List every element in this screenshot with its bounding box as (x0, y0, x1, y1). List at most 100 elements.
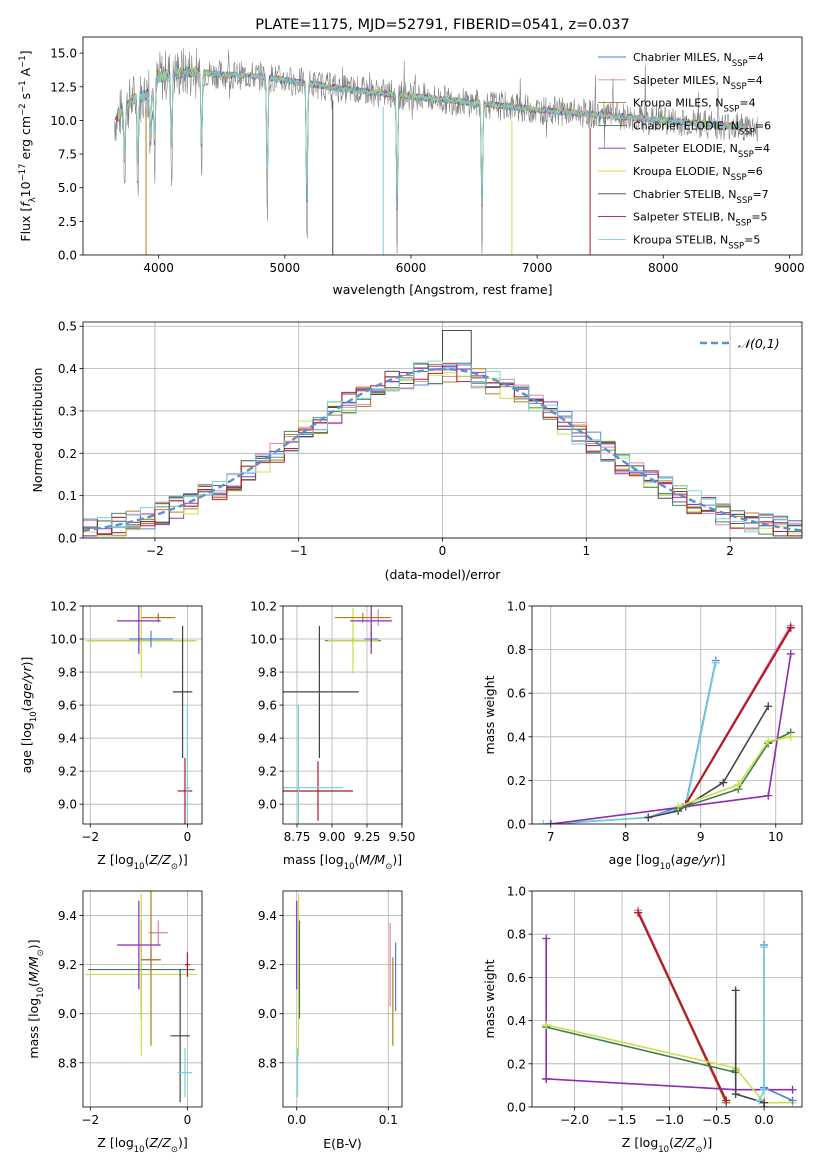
y-axis-label: age [log10(age/yr)] (19, 657, 39, 774)
plot-area-spectrum (114, 48, 759, 255)
x-tick-label: 0.0 (755, 1113, 774, 1127)
x-tick-label: 0 (184, 830, 192, 844)
y-tick-label: 15.0 (50, 47, 77, 61)
x-tick-label: 0.0 (287, 1113, 306, 1127)
y-tick-label: 10.2 (50, 600, 77, 614)
x-axis-label: (data-model)/error (385, 567, 502, 582)
y-tick-label: 9.0 (258, 798, 277, 812)
weight-marker (764, 737, 773, 746)
x-tick-label: −1.0 (655, 1113, 684, 1127)
y-axis-label: Normed distribution (30, 368, 45, 493)
y-tick-label: 0.4 (507, 730, 526, 744)
spectrum-line (117, 65, 746, 204)
plot-area-residuals (83, 329, 802, 537)
plot-area-mass_vs_ebv (296, 893, 397, 1098)
x-axis-label: E(B-V) (323, 1136, 362, 1151)
weight-marker (634, 908, 643, 917)
x-tick-label: 0 (184, 1113, 192, 1127)
axes-age_vs_mass: 8.75 9.00 9.25 9.50 9.0 9.2 9.4 9.6 9.8 10.0 10.2 (250, 600, 416, 845)
x-tick-label: −2 (146, 544, 164, 558)
weight-marker (786, 649, 795, 658)
weight-marker (539, 820, 548, 824)
y-axis-label: mass weight (482, 675, 497, 754)
y-tick-label: 8.8 (58, 1056, 77, 1070)
y-tick-label: 9.0 (58, 798, 77, 812)
histogram-step (83, 362, 802, 537)
legend: Chabrier MILES, NSSP=4 Salpeter MILES, NS… (598, 51, 771, 251)
weight-marker (542, 934, 551, 943)
plot-area-weight_vs_Z (542, 906, 797, 1107)
y-tick-label: 0.0 (58, 532, 77, 546)
y-tick-label: 12.5 (50, 80, 77, 94)
x-tick-label: 7000 (522, 261, 553, 275)
figure-title: PLATE=1175, MJD=52791, FIBERID=0541, z=0… (255, 17, 629, 33)
y-tick-label: 0.3 (58, 404, 77, 418)
x-tick-label: 9.00 (319, 830, 346, 844)
weight-line (678, 731, 792, 810)
spectrum-line (116, 67, 746, 204)
y-tick-label: 10.0 (250, 633, 277, 647)
y-tick-label: 9.4 (258, 909, 277, 923)
y-tick-label: 0.5 (58, 320, 77, 334)
legend-entry: 𝒩(0,1) (738, 336, 780, 351)
y-tick-label: 9.4 (58, 909, 77, 923)
y-tick-label: 8.8 (258, 1056, 277, 1070)
histogram-step (83, 360, 802, 537)
legend-entry: Salpeter STELIB, NSSP=5 (633, 211, 768, 229)
legend-entry: Chabrier MILES, NSSP=4 (633, 51, 764, 69)
y-tick-label: 9.0 (258, 1007, 277, 1021)
x-tick-label: 0.1 (379, 1113, 398, 1127)
y-tick-label: 0.0 (58, 249, 77, 263)
axes-residuals: −2 −1 0 1 2 0.0 0.1 0.2 0.3 0.4 0.5 (58, 320, 803, 558)
axes-spectrum: 4000 5000 6000 7000 8000 9000 0.0 2.5 5.0 7.5 10.0… (50, 36, 805, 275)
weight-line (684, 627, 792, 805)
x-tick-label: 1 (582, 544, 590, 558)
weight-line (637, 912, 728, 1101)
y-axis-label: mass [log10(M/M⊙)] (26, 939, 46, 1058)
y-axis-label: mass weight (482, 959, 497, 1038)
y-tick-label: 9.2 (58, 958, 77, 972)
y-tick-label: 9.8 (58, 666, 77, 680)
y-axis-label: Flux [fλ10−17 erg cm−2 s−1 A−1] (18, 50, 38, 241)
x-tick-label: 2 (726, 544, 734, 558)
y-tick-label: 0.0 (507, 1101, 526, 1115)
y-tick-label: 0.0 (507, 818, 526, 832)
plot-area-age_vs_mass (283, 606, 393, 824)
weight-marker (788, 1096, 797, 1105)
y-tick-label: 0.2 (507, 1057, 526, 1071)
weight-line (550, 653, 792, 824)
y-tick-label: 0.1 (58, 489, 77, 503)
y-tick-label: 9.4 (58, 732, 77, 746)
weight-line (678, 736, 791, 808)
axes-weight_vs_Z: −2.0 −1.5 −1.0 −0.5 0.0 0.0 0.2 0.4 0.6 0.8 1.0 (507, 885, 803, 1127)
y-tick-label: 9.2 (258, 765, 277, 779)
weight-marker (755, 1096, 764, 1105)
x-tick-label: −0.5 (702, 1113, 731, 1127)
x-axis-label: Z [log10(Z/Z⊙)] (97, 852, 187, 872)
x-tick-label: −2.0 (560, 1113, 589, 1127)
y-tick-label: 9.0 (58, 1007, 77, 1021)
x-tick-label: 10 (768, 830, 783, 844)
axes-frame (82, 36, 803, 256)
legend-entry: Chabrier ELODIE, NSSP=6 (633, 119, 771, 137)
x-tick-label: 0 (439, 544, 447, 558)
weight-marker (788, 1085, 797, 1094)
x-tick-label: 5000 (270, 261, 301, 275)
axes-age_vs_Z: −2 0 9.0 9.2 9.4 9.6 9.8 10.0 10.2 (50, 600, 203, 844)
weight-marker (542, 1020, 551, 1029)
y-tick-label: 1.0 (507, 885, 526, 899)
x-tick-label: 4000 (143, 261, 174, 275)
x-tick-label: 9.50 (389, 830, 416, 844)
y-tick-label: 0.8 (507, 928, 526, 942)
y-tick-label: 0.6 (507, 687, 526, 701)
plot-area-age_vs_Z (85, 606, 198, 824)
weight-marker (764, 791, 773, 800)
legend-entry: Kroupa MILES, NSSP=4 (633, 97, 756, 115)
weight-marker (760, 1103, 769, 1107)
y-tick-label: 9.4 (258, 732, 277, 746)
weight-line (546, 1024, 793, 1104)
axes-frame (282, 890, 403, 1108)
y-tick-label: 9.8 (258, 666, 277, 680)
spectrum-line (117, 65, 746, 204)
